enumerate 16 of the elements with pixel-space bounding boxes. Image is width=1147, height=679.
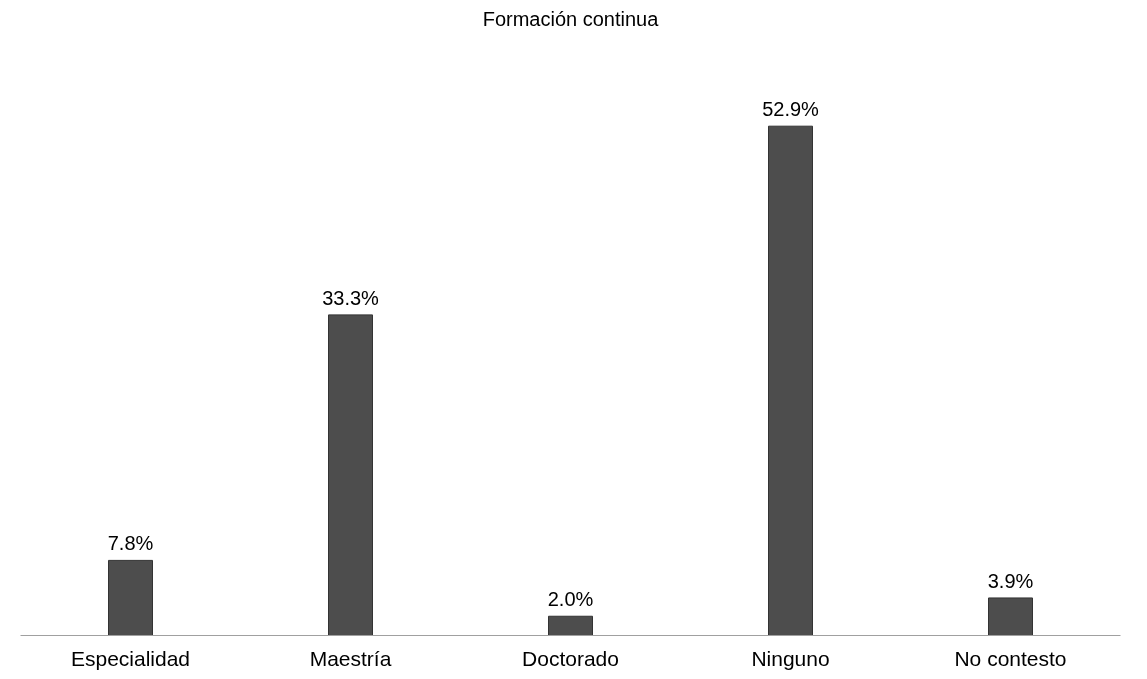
data-label: 3.9% [987,569,1034,592]
x-tick-label: Maestría [309,646,392,670]
data-label: 52.9% [762,98,820,121]
x-tick-label: No contesto [954,646,1067,670]
bar [768,125,813,636]
bar [108,559,153,636]
data-label: 33.3% [322,286,380,309]
data-label: 7.8% [107,532,154,555]
x-tick-label: Especialidad [70,646,191,670]
x-tick-label: Ninguno [751,646,830,670]
data-label: 2.0% [547,588,594,611]
bar [988,597,1033,636]
bar [548,615,593,636]
bar [328,314,373,636]
x-tick-label: Doctorado [522,646,619,670]
chart-title: Formación continua [482,7,660,30]
